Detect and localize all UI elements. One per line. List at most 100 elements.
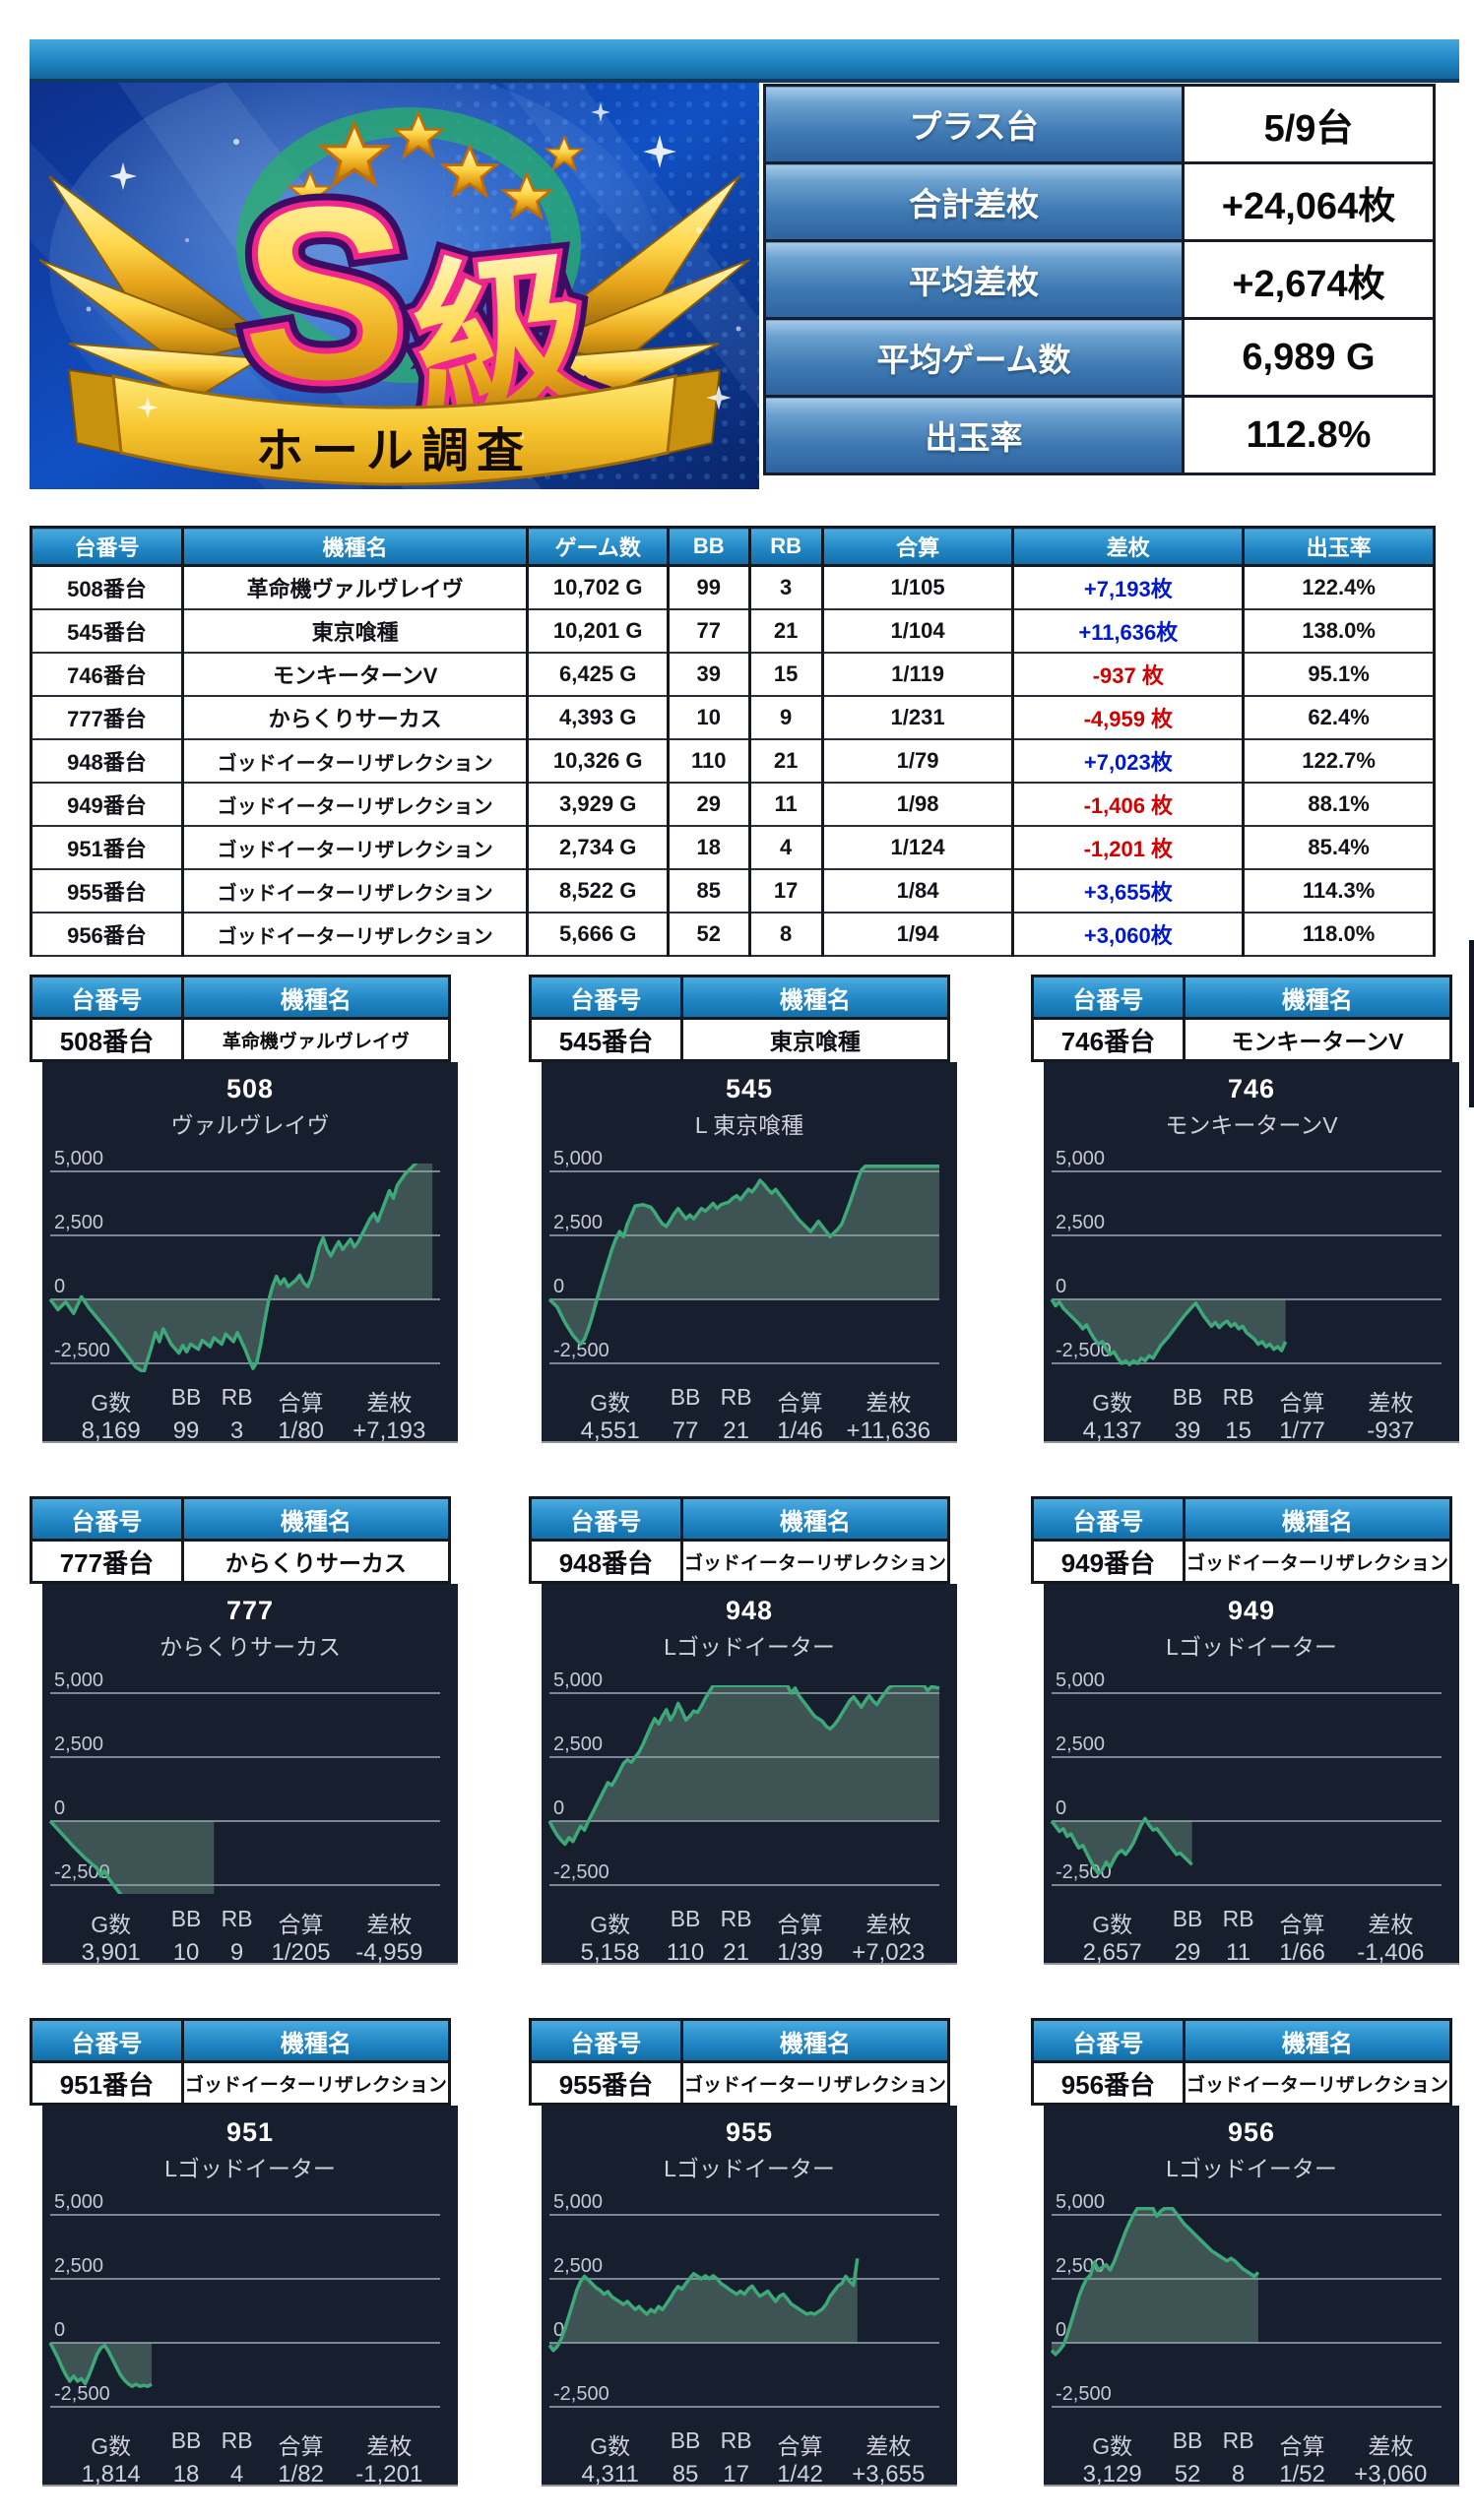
table-row: 746番台 モンキーターンV 6,425 G 39 15 1/119 -937 枚 95.1% bbox=[30, 652, 1436, 697]
cell-rate: 118.0% bbox=[1242, 912, 1436, 957]
cell-rate: 122.4% bbox=[1242, 564, 1436, 610]
summary-row: 平均差枚 +2,674枚 bbox=[763, 239, 1436, 320]
card-stats-label: 合算 bbox=[278, 1390, 324, 1416]
card-stats-values: 2,657 29 11 1/66 -1,406 bbox=[1044, 1939, 1459, 1967]
chart-area bbox=[50, 1164, 433, 1372]
cell-bb: 18 bbox=[666, 825, 751, 870]
card-stats-label: BB bbox=[170, 1384, 202, 1410]
cell-diff: -1,201 枚 bbox=[1011, 825, 1246, 870]
card-model-name: ゴッドイーターリザレクション bbox=[683, 1552, 946, 1574]
card-model-cell: 革命機ヴァルヴレイヴ bbox=[184, 1020, 448, 1059]
card-stats-values: 4,551 77 21 1/46 +11,636 bbox=[542, 1418, 957, 1445]
card-stats-label: G数 bbox=[91, 1390, 132, 1416]
cell-machine: 777番台 bbox=[30, 695, 184, 740]
table-row: 777番台 からくりサーカス 4,393 G 10 9 1/231 -4,959 枚 62.4… bbox=[30, 695, 1436, 740]
card-col-header-model-label: 機種名 bbox=[779, 2030, 851, 2057]
card-stats-label: RB bbox=[221, 2427, 253, 2453]
chart-line bbox=[547, 1165, 939, 1347]
chart-line bbox=[547, 1685, 940, 1847]
slump-panel: 951 Lゴッドイーター 5,000 2,500 0 -2,500 G数 BB RB 合算 差枚 1,… bbox=[42, 2106, 458, 2488]
card-subtitle: Lゴッドイーター bbox=[164, 2156, 336, 2181]
card-col-header-machine-label: 台番号 bbox=[1072, 986, 1144, 1014]
chart-area bbox=[50, 2343, 152, 2387]
card-header-table: 台番号 機種名 545番台 東京喰種 bbox=[529, 975, 950, 1062]
summary-row: 出玉率 112.8% bbox=[763, 395, 1436, 475]
card-stats-label: 差枚 bbox=[865, 2433, 912, 2459]
card-model-name: ゴッドイーターリザレクション bbox=[683, 2074, 946, 2096]
card-stats-label: G数 bbox=[91, 2433, 132, 2459]
cell-bb: 29 bbox=[666, 782, 751, 827]
card-stats-value: 11 bbox=[1226, 1939, 1251, 1966]
card-stats-value: 4 bbox=[229, 2461, 244, 2488]
card-header-row: 台番号 機種名 bbox=[532, 977, 947, 1020]
card-value-row: 508番台 革命機ヴァルヴレイヴ bbox=[32, 1020, 448, 1059]
slump-panel: 955 Lゴッドイーター 5,000 2,500 0 -2,500 G数 BB RB 合算 差枚 4,… bbox=[542, 2106, 957, 2488]
card-header-table: 台番号 機種名 949番台 ゴッドイーターリザレクション bbox=[1031, 1496, 1452, 1584]
card-col-header-model-label: 機種名 bbox=[1281, 1508, 1353, 1536]
y-tick-label: 0 bbox=[54, 1797, 65, 1819]
card-machine-cell: 777番台 bbox=[32, 1542, 184, 1581]
card-model-cell: からくりサーカス bbox=[184, 1542, 448, 1581]
y-tick-label: 0 bbox=[553, 1797, 564, 1819]
card-col-header-model: 機種名 bbox=[184, 2021, 448, 2060]
chart-area bbox=[1052, 1299, 1286, 1365]
card-stats-values: 8,169 99 3 1/80 +7,193 bbox=[42, 1418, 458, 1445]
machine-card: 台番号 機種名 746番台 モンキーターンV 746 モンキーターンV 5,000 2,500… bbox=[1031, 975, 1459, 1444]
card-title: 949 bbox=[1227, 1596, 1276, 1625]
card-stats-value: 77 bbox=[672, 1418, 699, 1444]
cell-rb: 4 bbox=[747, 825, 824, 870]
cell-bb: 85 bbox=[666, 868, 751, 914]
card-title: 746 bbox=[1227, 1074, 1276, 1103]
cell-machine: 746番台 bbox=[30, 652, 184, 697]
card-stats-label: 合算 bbox=[1279, 2433, 1325, 2459]
column-header: BB bbox=[666, 526, 751, 567]
card-stats-labels: G数 BB RB 合算 差枚 bbox=[542, 1906, 957, 1939]
machine-card: 台番号 機種名 955番台 ゴッドイーターリザレクション 955 Lゴッドイーター 5,00… bbox=[529, 2018, 957, 2488]
card-stats-value: 1/39 bbox=[777, 1939, 823, 1966]
chart-area bbox=[549, 2258, 858, 2351]
card-stats-label: G数 bbox=[590, 1390, 631, 1416]
cell-rb: 3 bbox=[747, 564, 824, 610]
card-header-table: 台番号 機種名 955番台 ゴッドイーターリザレクション bbox=[529, 2018, 950, 2106]
card-model-name: からくりサーカス bbox=[224, 1550, 407, 1576]
cell-machine: 948番台 bbox=[30, 738, 184, 784]
cell-bb: 10 bbox=[666, 695, 751, 740]
card-header-row: 台番号 機種名 bbox=[532, 1499, 947, 1542]
rank-s: S bbox=[243, 156, 408, 430]
card-stats-value: -1,201 bbox=[355, 2461, 423, 2488]
header-row: 台番号 機種名 ゲーム数 BB RB 合算 差枚 出玉率 bbox=[30, 526, 1436, 567]
card-model-cell: ゴッドイーターリザレクション bbox=[184, 2063, 448, 2103]
cell-rb: 8 bbox=[747, 912, 824, 957]
y-tick-label: 5,000 bbox=[54, 2191, 103, 2213]
ribbon-text: ホール調査 bbox=[256, 425, 532, 477]
card-stats-label: 差枚 bbox=[865, 1912, 912, 1937]
cell-games: 10,326 G bbox=[526, 738, 670, 784]
card-stats-label: 差枚 bbox=[1368, 1912, 1414, 1937]
slump-panel: 948 Lゴッドイーター 5,000 2,500 0 -2,500 G数 BB RB 合算 差枚 5,… bbox=[542, 1584, 957, 1966]
card-header-row: 台番号 機種名 bbox=[532, 2021, 947, 2063]
card-stats-value: 4,551 bbox=[580, 1418, 640, 1444]
card-stats-label: BB bbox=[1172, 1906, 1203, 1931]
table-row: 948番台 ゴッドイーターリザレクション 10,326 G 110 21 1/79 +7,0… bbox=[30, 738, 1436, 784]
card-model-cell: ゴッドイーターリザレクション bbox=[1186, 1542, 1449, 1581]
card-title: 951 bbox=[225, 2117, 275, 2147]
card-col-header-machine: 台番号 bbox=[32, 1499, 184, 1539]
card-header-table: 台番号 機種名 746番台 モンキーターンV bbox=[1031, 975, 1452, 1062]
card-stats-labels: G数 BB RB 合算 差枚 bbox=[542, 1384, 957, 1418]
cell-games: 6,425 G bbox=[526, 652, 670, 697]
machine-table: 台番号 機種名 ゲーム数 BB RB 合算 差枚 出玉率 508番台 革命機ヴァルヴレイヴ 10,… bbox=[30, 526, 1436, 957]
card-stats-values: 3,129 52 8 1/52 +3,060 bbox=[1044, 2461, 1459, 2488]
chart-line bbox=[48, 1819, 123, 1894]
cell-rate: 95.1% bbox=[1242, 652, 1436, 697]
cutoff-card-sliver bbox=[1469, 940, 1474, 1107]
card-stats-value: +7,023 bbox=[852, 1939, 926, 1966]
cell-gassan: 1/94 bbox=[820, 912, 1015, 957]
cell-gassan: 1/105 bbox=[820, 564, 1015, 610]
y-tick-label: -2,500 bbox=[553, 1861, 609, 1883]
card-value-row: 948番台 ゴッドイーターリザレクション bbox=[532, 1542, 947, 1581]
card-stats-value: 110 bbox=[666, 1939, 705, 1966]
